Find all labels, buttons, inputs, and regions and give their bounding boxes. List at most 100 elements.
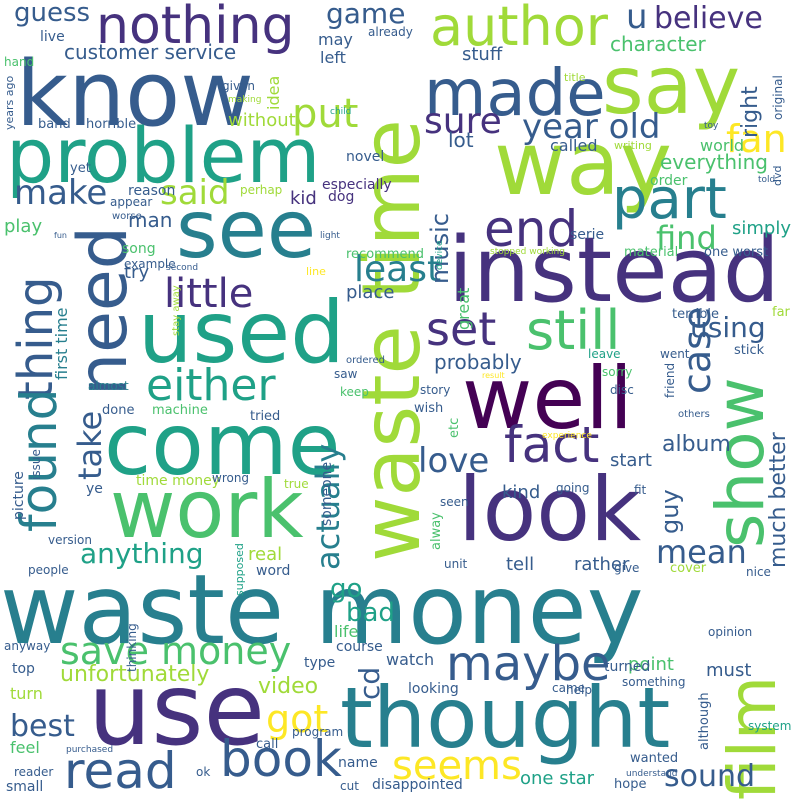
word: put — [292, 91, 359, 137]
word: world — [700, 136, 745, 155]
word: called — [550, 136, 598, 155]
word: make — [14, 173, 108, 213]
word: fan — [726, 117, 787, 161]
word: end — [484, 200, 579, 258]
word: almost — [88, 379, 129, 393]
word: work — [110, 463, 304, 556]
word: reason — [128, 183, 176, 199]
word: name — [338, 755, 378, 771]
word: seems — [392, 743, 522, 789]
word: child — [330, 107, 352, 117]
word: already — [368, 25, 413, 39]
word: either — [146, 360, 276, 411]
word: light — [320, 231, 340, 241]
word: appear — [110, 195, 153, 209]
word: someone — [319, 461, 335, 526]
word: course — [336, 639, 383, 655]
word: yet — [70, 161, 91, 176]
word: author — [430, 0, 608, 58]
word: maybe — [446, 636, 611, 692]
word: people — [28, 563, 69, 577]
word: problem — [6, 111, 321, 200]
word: hand — [4, 55, 35, 69]
word: without — [228, 110, 296, 131]
word: program — [292, 725, 344, 739]
word: look — [458, 458, 642, 561]
word: take — [71, 410, 109, 480]
word: wrong — [212, 471, 250, 485]
word: give — [614, 561, 640, 575]
word: machine — [152, 403, 208, 418]
word: still — [526, 299, 621, 362]
word: disappointed — [372, 777, 463, 793]
word: serie — [570, 227, 605, 243]
word: looking — [408, 681, 459, 697]
word: point — [628, 654, 674, 675]
word: nothing — [96, 0, 295, 56]
word: recommend — [346, 247, 424, 262]
word: thinking — [125, 623, 139, 672]
word: although — [697, 692, 712, 750]
word: ye — [86, 481, 103, 497]
word: sound — [664, 759, 756, 794]
word: version — [48, 533, 92, 547]
word: play — [4, 216, 43, 237]
word: supposed — [233, 543, 246, 596]
word: lot — [448, 128, 474, 152]
word: got — [266, 697, 329, 741]
word: keep — [340, 385, 369, 399]
word: best — [10, 709, 75, 744]
word: man — [128, 208, 173, 232]
word: read — [64, 742, 177, 800]
word: go — [330, 574, 363, 604]
word: least — [354, 249, 442, 290]
word: writing — [614, 139, 652, 152]
word: done — [102, 403, 135, 418]
word: making — [228, 95, 262, 105]
word: believe — [654, 1, 763, 36]
word: try — [124, 262, 150, 283]
word: live — [40, 29, 65, 45]
word: reader — [14, 765, 54, 779]
word: etc — [447, 417, 462, 438]
word: great — [454, 287, 473, 330]
word: book — [220, 730, 342, 788]
word: video — [258, 674, 319, 699]
word: cut — [340, 779, 359, 793]
word: anyway — [4, 639, 51, 653]
word: much better — [766, 432, 791, 568]
word: unfortunately — [60, 662, 210, 687]
word: given — [222, 79, 256, 93]
word: toy — [704, 121, 719, 131]
word: type — [304, 655, 336, 671]
word: others — [678, 409, 710, 420]
word: idea — [264, 75, 283, 110]
word: experience — [542, 431, 592, 441]
word: device — [435, 240, 445, 270]
word: unit — [444, 557, 468, 571]
word: word — [256, 563, 291, 579]
word: picture — [11, 471, 27, 520]
word: love — [418, 441, 490, 481]
word: original — [771, 75, 785, 120]
word: especially — [322, 177, 392, 193]
word: sure — [424, 101, 502, 142]
word: little — [164, 271, 254, 317]
word: ordered — [346, 355, 385, 366]
word: using — [690, 311, 766, 344]
word: mean — [656, 533, 747, 571]
word: made — [424, 57, 606, 131]
word: feel — [10, 738, 40, 757]
word: fun — [54, 231, 67, 240]
word: come — [104, 395, 341, 495]
word: tried — [250, 409, 281, 424]
word: going — [556, 481, 590, 495]
word: place — [346, 282, 395, 303]
word: one worst — [704, 245, 769, 260]
word: small — [6, 779, 44, 795]
word: ok — [196, 765, 211, 779]
word: first time — [52, 307, 71, 381]
word: know — [16, 42, 254, 147]
word: stick — [734, 343, 765, 358]
